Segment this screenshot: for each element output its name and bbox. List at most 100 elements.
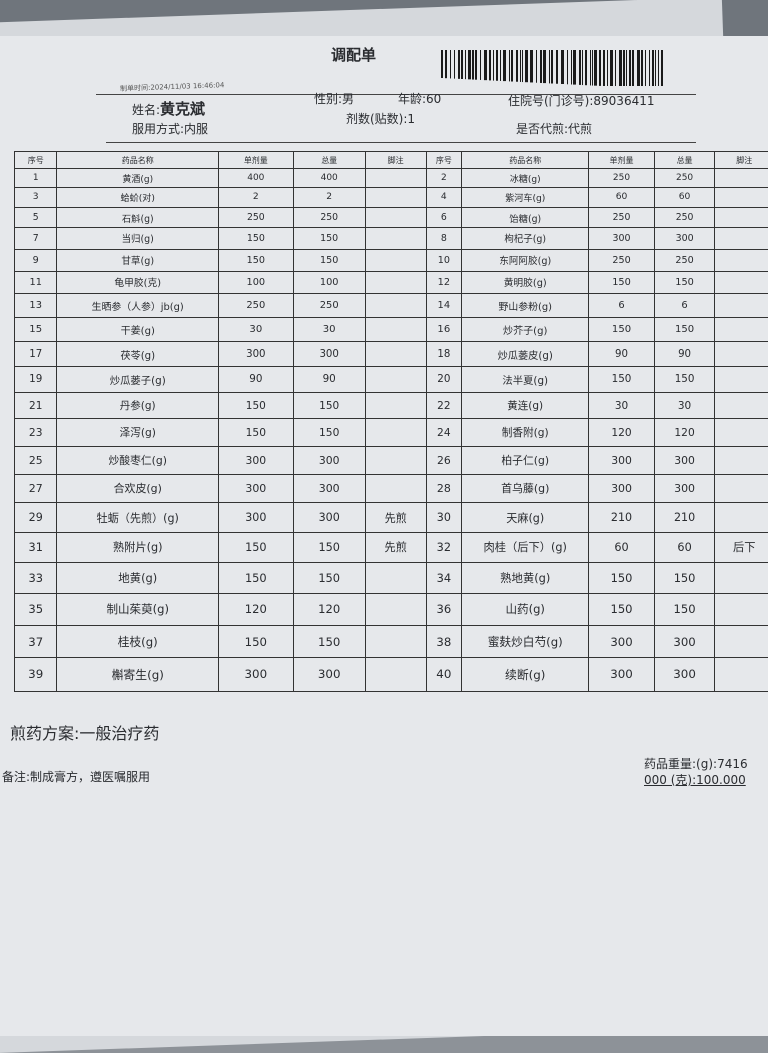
footnote-cell [365,342,426,367]
column-header: 药品名称 [462,152,589,169]
barcode-bar [592,50,593,86]
single-dose-cell: 120 [219,594,294,626]
barcode-bar [472,50,474,80]
barcode-bar [475,50,477,80]
seq-cell: 28 [426,474,462,503]
medicine-name-cell: 干姜(g) [57,317,219,341]
seq-cell: 22 [426,392,462,419]
total-cell: 60 [654,188,715,208]
footnote-cell [715,188,768,208]
medicine-name-cell: 熟地黄(g) [462,563,589,594]
seq-cell: 3 [15,188,57,208]
medicine-name-cell: 当归(g) [57,228,219,249]
seq-cell: 34 [426,563,462,594]
footnote-cell [715,594,768,626]
single-dose-cell: 250 [219,207,294,228]
total-cell: 6 [654,294,715,318]
single-dose-cell: 250 [589,249,654,271]
patient-name-label: 姓名: [132,103,160,117]
total-cell: 300 [293,446,365,474]
column-header: 单剂量 [589,152,654,169]
total-cell: 300 [293,474,365,503]
single-dose-cell: 6 [589,294,654,318]
medicine-name-cell: 制香附(g) [462,419,589,446]
seq-cell: 40 [426,658,462,691]
total-cell: 300 [654,658,715,691]
barcode-bar [582,50,583,85]
single-dose-cell: 150 [219,532,294,562]
barcode-bar [500,50,501,81]
medicine-name-cell: 地黄(g) [57,563,219,594]
patient-name-field: 姓名:黄克斌 [132,98,205,119]
hospital-number: 住院号(门诊号):89036411 [508,92,655,109]
total-cell: 250 [654,207,715,228]
barcode-bar [551,50,553,84]
barcode-bar [652,50,654,86]
barcode-bar [661,50,663,86]
total-cell: 300 [293,503,365,533]
single-dose-cell: 150 [219,419,294,446]
medicine-name-cell: 合欢皮(g) [57,474,219,503]
footnote-cell [715,658,768,691]
footnote-cell [365,367,426,393]
single-dose-cell: 300 [589,474,654,503]
footnote-cell [715,207,768,228]
single-dose-cell: 300 [589,625,654,658]
document-title: 调配单 [331,44,376,65]
single-dose-cell: 150 [589,563,654,594]
footnote-cell [365,271,426,294]
total-cell: 150 [293,532,365,562]
total-cell: 250 [293,207,365,228]
total-cell: 300 [654,625,715,658]
doses: 剂数(贴数):1 [346,110,415,127]
total-cell: 150 [293,419,365,446]
total-cell: 300 [293,342,365,367]
footnote-cell [365,392,426,419]
footnote-cell: 后下 [715,532,768,562]
total-cell: 250 [654,249,715,271]
seq-cell: 7 [15,228,57,249]
medicine-name-cell: 茯苓(g) [57,342,219,367]
barcode-bar [610,50,613,86]
footnote-cell [365,207,426,228]
seq-cell: 32 [426,532,462,562]
medicine-name-cell: 生晒参（人参）jb(g) [57,294,219,318]
barcode-bar [585,50,587,85]
single-dose-cell: 150 [589,594,654,626]
usage: 服用方式:内服 [132,120,208,137]
seq-cell: 11 [15,271,57,294]
medicine-name-cell: 制山茱萸(g) [57,594,219,626]
seq-cell: 29 [15,503,57,533]
medicine-name-cell: 丹参(g) [57,392,219,419]
footnote-cell [365,446,426,474]
single-dose-cell: 2 [219,188,294,208]
barcode-bar [619,50,622,86]
barcode-bar [468,50,471,79]
footnote-cell [715,474,768,503]
barcode-bar [645,50,646,86]
footnote-cell [365,594,426,626]
single-dose-cell: 300 [219,474,294,503]
seq-cell: 14 [426,294,462,318]
barcode-bar [493,50,494,81]
single-dose-cell: 250 [589,169,654,188]
barcode-bar [567,50,568,84]
barcode-bar [629,50,631,86]
total-cell: 2 [293,188,365,208]
single-dose-cell: 300 [219,503,294,533]
single-dose-cell: 150 [589,271,654,294]
barcode-bar [458,50,460,79]
footnote-cell [365,228,426,249]
seq-cell: 27 [15,474,57,503]
footnote-cell [365,188,426,208]
barcode-bar [540,50,542,83]
medicine-name-cell: 牡蛎（先煎）(g) [57,503,219,533]
barcode-bar [594,50,597,86]
medicine-name-cell: 炒酸枣仁(g) [57,446,219,474]
